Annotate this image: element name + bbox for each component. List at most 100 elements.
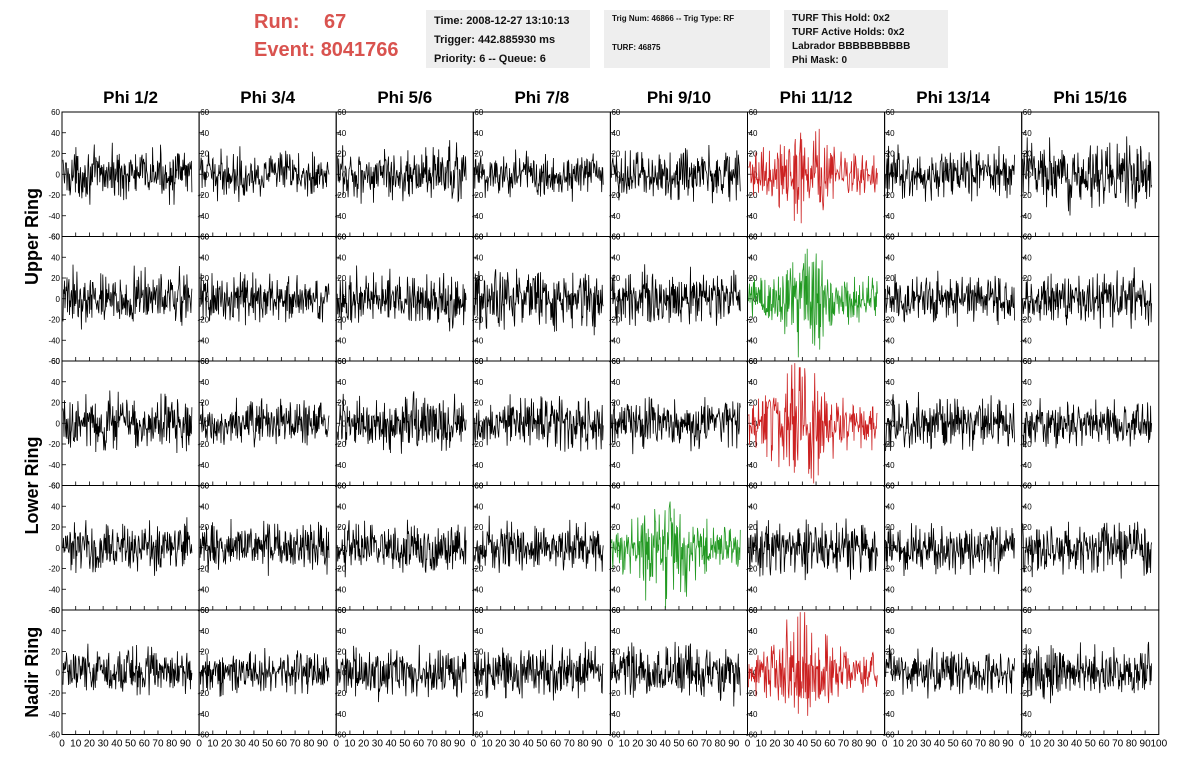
y-tick-label: 40 — [749, 378, 758, 387]
waveform-trace — [473, 641, 604, 701]
y-tick-label: 40 — [886, 129, 895, 138]
y-tick-label: 60 — [611, 108, 620, 117]
y-tick-label: 40 — [474, 502, 483, 511]
event-value: 8041766 — [320, 39, 399, 61]
y-tick-label: 40 — [1023, 129, 1032, 138]
y-tick-label: 60 — [200, 108, 209, 117]
y-tick-label: -20 — [746, 440, 758, 449]
row-label: Upper Ring — [22, 188, 42, 285]
x-tick-label: 60 — [824, 739, 836, 750]
y-tick-label: 20 — [474, 399, 483, 408]
y-tick-label: -20 — [883, 565, 895, 574]
y-tick-label: 60 — [611, 357, 620, 366]
waveform-trace — [199, 647, 330, 697]
waveform-trace — [62, 517, 193, 576]
y-tick-label: 20 — [200, 399, 209, 408]
y-tick-label: 20 — [51, 523, 60, 532]
y-tick-label: -40 — [335, 710, 347, 719]
x-tick-label: 20 — [632, 739, 644, 750]
y-tick-label: 40 — [200, 129, 209, 138]
waveform-trace — [885, 391, 1015, 452]
y-tick-label: -20 — [198, 191, 210, 200]
y-tick-label: 20 — [749, 648, 758, 657]
y-tick-label: -40 — [472, 461, 484, 470]
x-tick-label: 30 — [1057, 739, 1069, 750]
waveform-trace — [611, 396, 741, 455]
waveform-trace — [199, 272, 330, 326]
x-tick-label: 10 — [70, 739, 82, 750]
x-tick-label: 60 — [1098, 739, 1110, 750]
y-tick-label: -40 — [1020, 710, 1032, 719]
x-tick-label: 80 — [166, 739, 178, 750]
waveform-trace — [885, 144, 1015, 202]
y-tick-label: 60 — [886, 357, 895, 366]
y-tick-label: 40 — [1023, 378, 1032, 387]
y-tick-label: 40 — [337, 129, 346, 138]
waveform-trace — [336, 644, 467, 703]
y-tick-label: -40 — [198, 710, 210, 719]
x-tick-label: 60 — [550, 739, 562, 750]
y-tick-label: -20 — [883, 191, 895, 200]
y-tick-label: -20 — [1020, 440, 1032, 449]
y-tick-label: 0 — [342, 170, 347, 179]
x-tick-label: 90 — [317, 739, 329, 750]
y-tick-label: 60 — [51, 233, 60, 242]
y-tick-label: -40 — [198, 336, 210, 345]
y-tick-label: 20 — [1023, 399, 1032, 408]
y-tick-label: 40 — [474, 378, 483, 387]
y-tick-label: -20 — [48, 440, 60, 449]
y-tick-label: 20 — [51, 274, 60, 283]
waveform-trace — [1022, 136, 1152, 216]
y-tick-label: -40 — [198, 212, 210, 221]
y-tick-label: 20 — [337, 399, 346, 408]
y-tick-label: 60 — [1023, 233, 1032, 242]
y-tick-label: -40 — [746, 461, 758, 470]
y-tick-label: -40 — [1020, 336, 1032, 345]
y-tick-label: 0 — [1027, 295, 1032, 304]
x-tick-label: 90 — [1002, 739, 1014, 750]
column-title: Phi 5/6 — [377, 88, 432, 107]
waveform-trace — [611, 501, 741, 608]
trigger-info-box: Trig Num: 46866 -- Trig Type: RF TURF: 4… — [604, 10, 770, 68]
y-tick-label: 60 — [474, 233, 483, 242]
y-tick-label: 60 — [749, 357, 758, 366]
y-tick-label: 60 — [474, 357, 483, 366]
y-tick-label: -40 — [883, 461, 895, 470]
y-tick-label: 60 — [474, 606, 483, 615]
y-tick-label: 60 — [886, 108, 895, 117]
y-tick-label: 60 — [611, 606, 620, 615]
x-tick-label: 20 — [84, 739, 96, 750]
y-tick-label: 0 — [56, 544, 61, 553]
waveform-trace — [62, 142, 193, 205]
x-tick-label: 20 — [358, 739, 370, 750]
y-tick-label: -20 — [472, 440, 484, 449]
waveform-trace — [748, 518, 878, 581]
y-tick-label: -20 — [335, 565, 347, 574]
y-tick-label: 40 — [337, 627, 346, 636]
x-tick-label: 60 — [413, 739, 425, 750]
x-tick-label: 90 — [1140, 739, 1152, 750]
x-tick-label: 70 — [564, 739, 576, 750]
y-tick-label: -40 — [883, 585, 895, 594]
x-tick-label: 90 — [180, 739, 192, 750]
trigger-text: Trigger: 442.885930 ms — [434, 34, 556, 46]
x-tick-label: 90 — [865, 739, 877, 750]
y-tick-label: -40 — [335, 585, 347, 594]
y-tick-label: -40 — [746, 585, 758, 594]
y-tick-label: -20 — [746, 565, 758, 574]
x-tick-label: 40 — [934, 739, 946, 750]
waveform-trace — [199, 518, 330, 576]
y-tick-label: -60 — [48, 482, 60, 491]
waveform-trace — [62, 643, 193, 696]
y-tick-label: -20 — [198, 565, 210, 574]
y-tick-label: 60 — [51, 482, 60, 491]
y-tick-label: 40 — [200, 627, 209, 636]
y-tick-label: -20 — [198, 689, 210, 698]
y-tick-label: 20 — [474, 150, 483, 159]
y-tick-label: 20 — [337, 523, 346, 532]
y-tick-label: -20 — [746, 689, 758, 698]
y-tick-label: -20 — [609, 316, 621, 325]
column-title: Phi 1/2 — [103, 88, 158, 107]
y-tick-label: -20 — [883, 316, 895, 325]
y-tick-label: 20 — [611, 523, 620, 532]
